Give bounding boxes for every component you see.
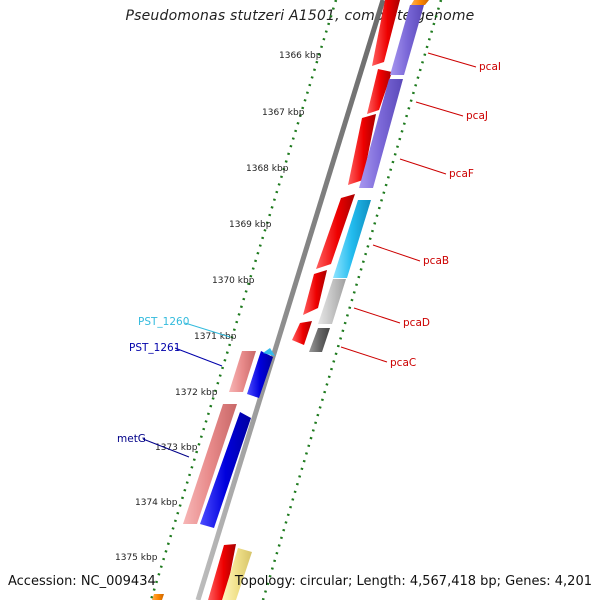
feature-forward-2 (367, 69, 392, 114)
leader-pcaF (399, 158, 447, 175)
leader-metG (142, 438, 190, 458)
tick-label-1372: 1372 kbp (175, 388, 218, 398)
tick-label-1366: 1366 kbp (279, 51, 322, 61)
leader-pcaJ (415, 101, 464, 117)
genome-summary-text: Topology: circular; Length: 4,567,418 bp… (234, 574, 592, 589)
tick-label-1367: 1367 kbp (262, 108, 305, 118)
tick-label-1373: 1373 kbp (155, 443, 198, 453)
tick-label-1370: 1370 kbp (212, 276, 255, 286)
feature-forward-6 (292, 321, 312, 345)
gene-label-pcaC[interactable]: pcaC (390, 357, 416, 369)
feature-lightgray-pcaD (318, 279, 346, 324)
feature-forward-3 (348, 114, 376, 185)
leader-pcaB (372, 244, 421, 262)
feature-cyan-PST_1260 (263, 348, 275, 356)
feature-blue-metG (200, 412, 251, 528)
leader-PST_1261 (174, 347, 223, 367)
feature-forward-5 (303, 270, 327, 315)
gene-label-PST_1260[interactable]: PST_1260 (138, 316, 189, 328)
feature-pink-PST_1261 (229, 351, 256, 392)
feature-blue-PST_1261 (247, 351, 273, 398)
genome-backbone (195, 0, 386, 600)
gene-label-pcaF[interactable]: pcaF (449, 168, 474, 180)
leader-pcaI (427, 52, 477, 68)
tick-label-1369: 1369 kbp (229, 220, 272, 230)
gene-label-pcaI[interactable]: pcaI (479, 61, 501, 73)
leader-pcaC (340, 346, 388, 363)
leader-PST_1260 (184, 322, 231, 338)
gene-label-pcaD[interactable]: pcaD (403, 317, 430, 329)
gene-label-metG[interactable]: metG (117, 433, 146, 445)
feature-forward-7 (208, 544, 236, 600)
tick-label-1375: 1375 kbp (115, 553, 158, 563)
accession-text: Accession: NC_009434 (8, 574, 156, 589)
inner-tick-track (261, 0, 443, 600)
feature-forward-1 (372, 0, 400, 66)
feature-yellow-bottom (222, 548, 252, 600)
feature-pink-metG (183, 404, 237, 524)
tick-label-1368: 1368 kbp (246, 164, 289, 174)
tick-label-1371: 1371 kbp (194, 332, 237, 342)
gene-label-pcaJ[interactable]: pcaJ (466, 110, 488, 122)
feature-darkgray-pcaC (309, 328, 330, 352)
feature-cyan-pcaB (333, 200, 371, 278)
leader-pcaD (353, 307, 401, 324)
feature-orange-top (411, 0, 429, 5)
gene-label-pcaB[interactable]: pcaB (423, 255, 449, 267)
feature-forward-4 (316, 194, 355, 269)
feature-purple-pcaF (359, 79, 403, 188)
tick-label-1374: 1374 kbp (135, 498, 178, 508)
gene-label-PST_1261[interactable]: PST_1261 (129, 342, 180, 354)
outer-tick-track (149, 0, 338, 600)
feature-orange-bottom (152, 594, 164, 600)
feature-purple-pcaJ (390, 5, 424, 75)
